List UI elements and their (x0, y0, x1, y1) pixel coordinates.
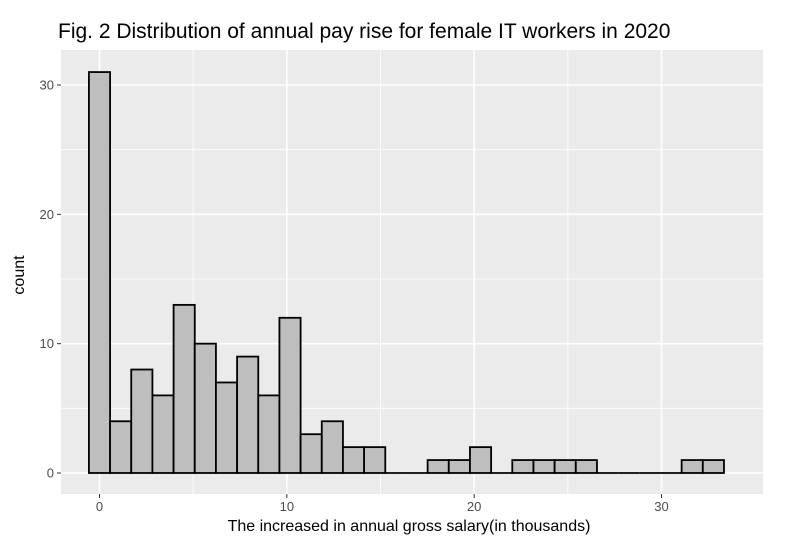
histogram-bar-28 (680, 459, 704, 474)
histogram-bar-12 (342, 446, 366, 474)
histogram-bar-22 (553, 459, 577, 474)
histogram-bar-6 (215, 381, 238, 474)
histogram-bar-20 (511, 459, 535, 474)
histogram-bar-21 (532, 459, 556, 474)
x-tick-label-2: 20 (467, 499, 481, 514)
histogram-bar-13 (363, 446, 387, 474)
x-axis-title: The increased in annual gross salary(in … (228, 518, 591, 535)
histogram-bar-16 (426, 459, 450, 474)
x-tick-label-0: 0 (96, 499, 103, 514)
x-tick-label-3: 30 (654, 499, 668, 514)
histogram-bar-9 (278, 316, 302, 474)
x-axis: 0 10 20 30 (96, 494, 669, 514)
bars (88, 71, 725, 474)
histogram-bar-11 (320, 420, 344, 474)
chart-title: Fig. 2 Distribution of annual pay rise f… (58, 20, 670, 43)
histogram-bar-10 (299, 433, 323, 474)
histogram-bar-5 (193, 342, 217, 474)
histogram-bar-1 (109, 420, 133, 474)
histogram-bar-23 (574, 459, 598, 474)
histogram-bar-2 (130, 368, 154, 474)
histogram-bar-3 (151, 394, 175, 474)
y-tick-label-2: 20 (40, 207, 54, 222)
histogram-bar-29 (701, 459, 725, 474)
histogram-bar-8 (257, 394, 281, 474)
histogram-bar-7 (236, 355, 260, 474)
y-axis-title: count (11, 255, 28, 295)
histogram-bar-4 (172, 303, 196, 474)
histogram-bar-17 (447, 459, 471, 474)
y-tick-label-3: 30 (40, 78, 54, 93)
histogram-bar-18 (469, 446, 493, 474)
y-axis: 0 10 20 30 (40, 78, 61, 481)
y-tick-label-0: 0 (47, 466, 54, 481)
x-tick-label-1: 10 (280, 499, 294, 514)
y-tick-label-1: 10 (40, 336, 54, 351)
histogram-bar-0 (88, 71, 111, 474)
